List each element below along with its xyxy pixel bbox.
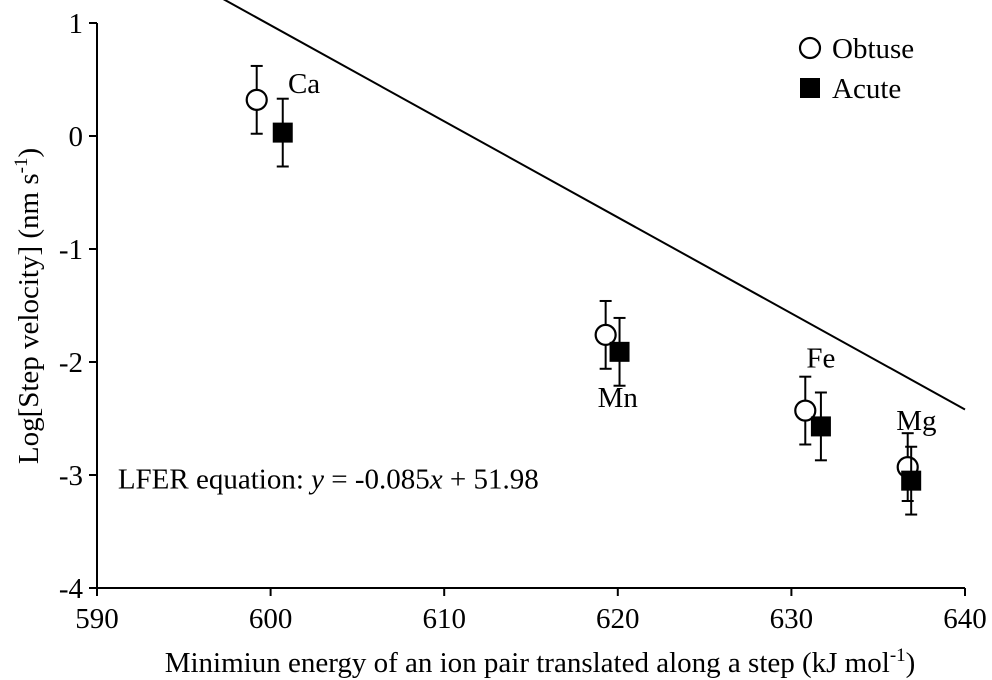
legend-acute-marker: [800, 78, 820, 98]
acute-point: [901, 470, 922, 491]
x-tick-label: 630: [770, 603, 814, 635]
equation-middle: = -0.085: [324, 464, 430, 496]
x-tick-label: 600: [249, 603, 293, 635]
equation-prefix: LFER equation:: [118, 464, 311, 496]
equation-x-var: x: [429, 464, 443, 496]
y-tick-label: 1: [69, 8, 84, 40]
y-axis-label-main: Log[Step velocity] (nm s: [13, 173, 45, 464]
x-axis-label-main: Minimiun energy of an ion pair translate…: [165, 647, 890, 679]
point-label: Mg: [896, 405, 936, 437]
x-tick-label: 620: [596, 603, 640, 635]
y-tick-label: -3: [59, 460, 83, 492]
point-labels: Ca Mn Fe Mg: [288, 68, 937, 437]
y-axis-label-superscript: -1: [11, 158, 32, 174]
y-axis-label: Log[Step velocity] (nm s-1): [11, 148, 45, 464]
lfer-fit-line: [222, 0, 966, 411]
point-label: Fe: [806, 343, 835, 375]
legend-acute-label: Acute: [832, 73, 901, 105]
data-points: [245, 64, 922, 516]
x-tick-label: 610: [422, 603, 466, 635]
acute-point: [609, 341, 630, 362]
equation-y-var: y: [308, 464, 324, 496]
obtuse-point: [794, 399, 817, 422]
x-axis-label-superscript: -1: [890, 645, 906, 666]
x-axis-label-end: ): [906, 647, 916, 679]
y-tick-label: -2: [59, 347, 83, 379]
point-label: Mn: [598, 382, 639, 414]
obtuse-point: [594, 323, 617, 346]
x-tick-label: 590: [75, 603, 119, 635]
equation-annotation: LFER equation: y = -0.085x + 51.98: [118, 464, 539, 496]
legend: Obtuse Acute: [798, 33, 914, 105]
equation-suffix: + 51.98: [443, 464, 539, 496]
y-tick-label: 0: [69, 121, 84, 153]
acute-point: [272, 122, 293, 143]
fit-line-group: [222, 0, 966, 411]
x-axis-label: Minimiun energy of an ion pair translate…: [165, 645, 916, 679]
y-tick-label: -1: [59, 234, 83, 266]
axes: 590 600 610 620 630 640 1 0 -1 -2 -3 -4: [59, 8, 987, 635]
point-label: Ca: [288, 68, 320, 100]
y-axis-label-end: ): [13, 148, 45, 158]
legend-obtuse-label: Obtuse: [832, 33, 914, 65]
acute-point: [810, 416, 831, 437]
y-tick-label: -4: [59, 573, 84, 605]
legend-obtuse-marker: [798, 36, 822, 60]
obtuse-point: [245, 88, 268, 111]
x-tick-label: 640: [943, 603, 987, 635]
